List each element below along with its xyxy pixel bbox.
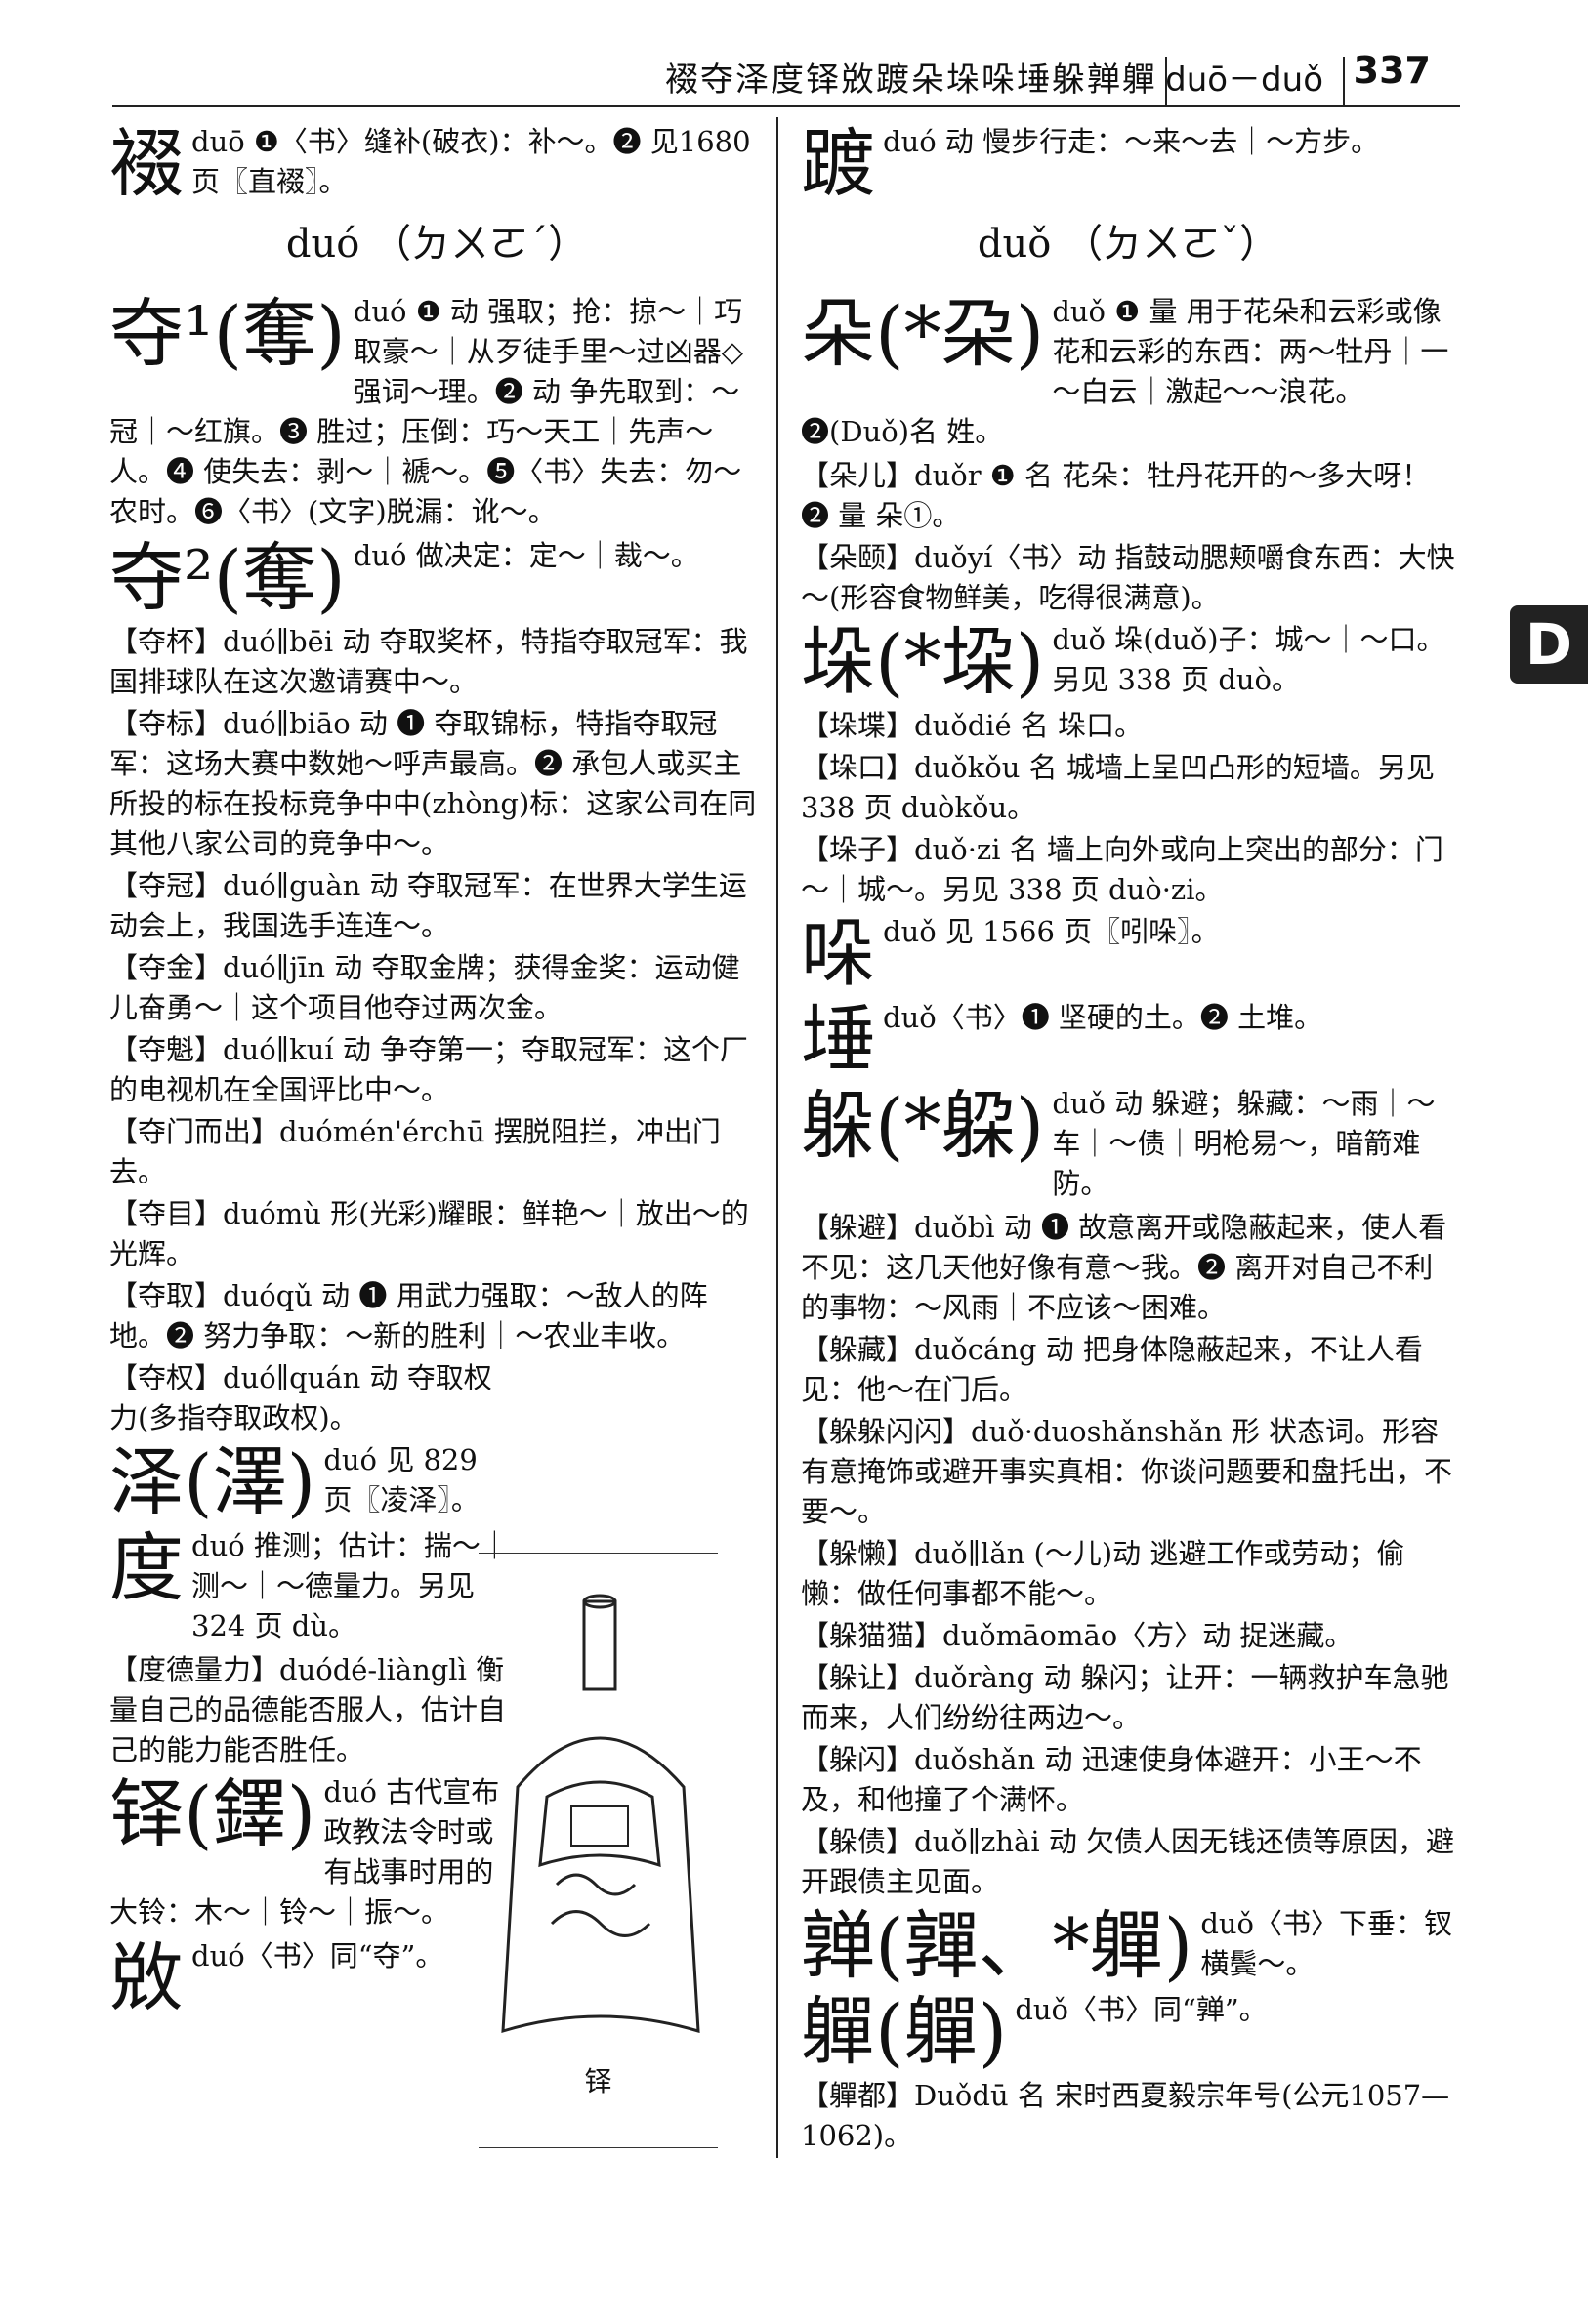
compound-entry: 【躲让】duǒràng 动 躲闪；让开：一辆救护车急驰而来，人们纷纷往两边～。 [801,1661,1449,1734]
headword: 朵(*朶) [801,290,1045,377]
headword: 踱 [801,120,875,207]
headword: 躲(*躱) [801,1082,1045,1169]
compound-entry: 【朵儿】duǒr ❶ 名 花朵：牡丹花开的～多大呀！❷ 量 朵①。 [801,459,1431,532]
headword: 铎(鐸) [109,1770,316,1857]
left-column: 裰 duō ❶〈书〉缝补(破衣)：补～。❷ 见1680 页〖直裰〗。 duó （ㄉㄨ… [109,122,764,2022]
definition: duǒ〈书〉同“亸”。 [1015,1993,1268,2026]
section-tab: D [1510,605,1588,684]
dictionary-entry: 裰 duō ❶〈书〉缝补(破衣)：补～。❷ 见1680 页〖直裰〗。 [109,122,764,204]
dictionary-entry: 泽(澤) duó 见 829 页〖凌泽〗。 [109,1440,510,1522]
definition: duǒ 动 躲避；躲藏：～雨｜～车｜～债｜明枪易～，暗箭难防。 [1052,1087,1436,1200]
compound-entry: 【躲债】duǒ∥zhài 动 欠债人因无钱还债等原因，避开跟债主见面。 [801,1825,1455,1898]
definition: duō ❶〈书〉缝补(破衣)：补～。❷ 见1680 页〖直裰〗。 [191,125,751,198]
compound-entry: 【夺标】duó∥biāo 动 ❶ 夺取锦标，特指夺取冠军：这场大赛中数她～呼声最… [109,707,757,860]
header-rule [112,105,1460,107]
compound-entry: 【夺取】duóqǔ 动 ❶ 用武力强取：～敌人的阵地。❷ 努力争取：～新的胜利｜… [109,1279,708,1352]
headword: 裰 [109,120,184,207]
running-head-pinyin: duō－duǒ [1165,61,1323,100]
compound-entry: 【躲猫猫】duǒmāomāo〈方〉动 捉迷藏。 [801,1619,1354,1652]
section-heading: duǒ （ㄉㄨㄛˇ） [977,222,1279,267]
figure-caption: 铎 [584,2065,612,2097]
page-header: 裰夺泽度铎敚踱朵垛哚埵躲亸軃 duō－duǒ 337 [112,39,1460,107]
dictionary-entry: 哚 duǒ 见 1566 页〖吲哚〗。 [801,912,1455,994]
compound-entry: 【夺门而出】duómén'érchū 摆脱阻拦，冲出门去。 [109,1115,721,1188]
dictionary-entry: 夺²(奪) duó 做决定：定～｜裁～。 [109,536,764,618]
definition: duǒ〈书〉❶ 坚硬的土。❷ 土堆。 [883,1001,1323,1034]
dictionary-entry: 軃(軃) duǒ〈书〉同“亸”。 [801,1990,1455,2072]
dictionary-entry: 踱 duó 动 慢步行走：～来～去｜～方步。 [801,122,1455,204]
definition: duǒ 垛(duǒ)子：城～｜～口。另见 338 页 duò。 [1052,623,1445,696]
definition: duó 见 829 页〖凌泽〗。 [323,1443,480,1516]
right-column: 踱 duó 动 慢步行走：～来～去｜～方步。 duǒ （ㄉㄨㄛˇ） 朵(*朶) duǒ … [801,122,1455,2158]
headword: 夺²(奪) [109,534,346,621]
dictionary-entry: 埵 duǒ〈书〉❶ 坚硬的土。❷ 土堆。 [801,998,1455,1080]
definition: duó 动 慢步行走：～来～去｜～方步。 [883,125,1380,158]
dictionary-entry: 朵(*朶) duǒ ❶ 量 用于花朵和云彩或像花和云彩的东西：两～牡丹｜一～白云｜… [801,292,1455,452]
compound-entry: 【躲藏】duǒcáng 动 把身体隐蔽起来，不让人看见：他～在门后。 [801,1333,1423,1406]
definition: duǒ〈书〉下垂：钗横鬓～。 [1200,1907,1453,1980]
compound-entry: 【朵颐】duǒyí〈书〉动 指鼓动腮颊嚼食东西：大快～(形容食物鲜美，吃得很满意… [801,541,1455,614]
compound-entry: 【夺金】duó∥jīn 动 夺取金牌；获得金奖：运动健儿奋勇～｜这个项目他夺过两… [109,951,740,1024]
definition: duó 做决定：定～｜裁～。 [353,539,699,572]
compound-entry: 【度德量力】duódé-liànglì 衡量自己的品德能否服人，估计自己的能力能… [109,1653,507,1766]
compound-entry: 【垛子】duǒ·zi 名 墙上向外或向上突出的部分：门～｜城～。另见 338 页… [801,833,1443,906]
compound-entry: 【夺权】duó∥quán 动 夺取权力(多指夺取政权)。 [109,1361,492,1434]
headword: 亸(嚲、*軃) [801,1902,1193,1989]
compound-entry: 【躲避】duǒbì 动 ❶ 故意离开或隐蔽起来，使人看不见：这几天他好像有意～我… [801,1211,1447,1324]
compound-entry: 【垛堞】duǒdié 名 垛口。 [801,709,1144,742]
headword: 垛(*垜) [801,618,1045,705]
headword: 哚 [801,910,875,997]
compound-entry: 【躲懒】duǒ∥lǎn (～儿)动 逃避工作或劳动；偷懒：做任何事都不能～。 [801,1537,1405,1610]
page-number: 337 [1353,49,1431,92]
headword: 夺¹(奪) [109,290,346,377]
bell-figure: 铎 [479,1553,718,2148]
compound-entry: 【躲躲闪闪】duǒ·duoshǎnshǎn 形 状态词。形容有意掩饰或避开事实真… [801,1415,1453,1528]
definition: duó〈书〉同“夺”。 [191,1939,444,1972]
header-separator [1343,57,1345,107]
compound-entry: 【夺魁】duó∥kuí 动 争夺第一；夺取冠军：这个厂的电视机在全国评比中～。 [109,1033,749,1106]
headword: 泽(澤) [109,1438,316,1525]
headword: 度 [109,1524,184,1611]
compound-entry: 【夺杯】duó∥bēi 动 夺取奖杯，特指夺取冠军：我国排球队在这次邀请赛中～。 [109,625,748,698]
definition: duǒ ❶ 量 用于花朵和云彩或像花和云彩的东西：两～牡丹｜一～白云｜激起～～浪… [801,295,1449,448]
definition: duó 古代宣布政教法令时或有战事时用的大铃：木～｜铃～｜振～。 [109,1775,500,1929]
dictionary-entry: 垛(*垜) duǒ 垛(duǒ)子：城～｜～口。另见 338 页 duò。 [801,620,1455,702]
dictionary-entry: 度 duó 推测；估计：揣～｜测～｜～德量力。另见 324 页 dù。 [109,1526,510,1646]
definition: duó 推测；估计：揣～｜测～｜～德量力。另见 324 页 dù。 [191,1529,509,1642]
compound-entry: 【軃都】Duǒdū 名 宋时西夏毅宗年号(公元1057—1062)。 [801,2079,1450,2152]
figure-rule-top [479,1553,718,1554]
dictionary-entry: 躲(*躱) duǒ 动 躲避；躲藏：～雨｜～车｜～债｜明枪易～，暗箭难防。 [801,1084,1455,1204]
headword: 敚 [109,1934,184,2021]
headword: 軃(軃) [801,1988,1008,2075]
header-separator [1165,57,1167,107]
running-head-chars: 裰夺泽度铎敚踱朵垛哚埵躲亸軃 [665,61,1157,100]
column-divider [776,117,778,2158]
section-heading: duó （ㄉㄨㄛˊ） [285,222,588,267]
compound-entry: 【垛口】duǒkǒu 名 城墙上呈凹凸形的短墙。另见 338 页 duòkǒu。 [801,751,1435,824]
definition: duǒ 见 1566 页〖吲哚〗。 [883,915,1220,948]
definition: duó ❶ 动 强取；抢：掠～｜巧取豪～｜从歹徒手里～过凶器◇强词～理。❷ 动 … [109,295,744,528]
compound-entry: 【夺冠】duó∥guàn 动 夺取冠军：在世界大学生运动会上，我国选手连连～。 [109,869,747,942]
headword: 埵 [801,996,875,1083]
bell-illustration-icon [501,1594,700,2034]
compound-entry: 【躲闪】duǒshǎn 动 迅速使身体避开：小王～不及，和他撞了个满怀。 [801,1743,1422,1816]
dictionary-entry: 夺¹(奪) duó ❶ 动 强取；抢：掠～｜巧取豪～｜从歹徒手里～过凶器◇强词～理… [109,292,764,532]
dictionary-entry: 铎(鐸) duó 古代宣布政教法令时或有战事时用的大铃：木～｜铃～｜振～。 [109,1772,510,1932]
compound-entry: 【夺目】duómù 形(光彩)耀眼：鲜艳～｜放出～的光辉。 [109,1197,749,1270]
figure-rule-bottom [479,2147,718,2148]
dictionary-entry: 敚 duó〈书〉同“夺”。 [109,1936,510,2018]
dictionary-entry: 亸(嚲、*軃) duǒ〈书〉下垂：钗横鬓～。 [801,1904,1455,1986]
